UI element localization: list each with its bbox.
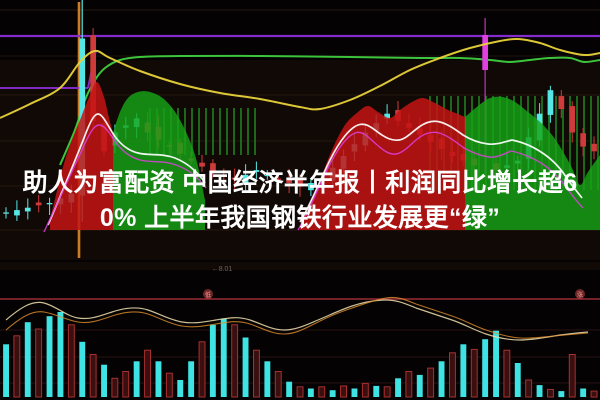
svg-text:←8.01: ←8.01 xyxy=(212,266,233,273)
svg-text:低: 低 xyxy=(205,291,211,299)
svg-text:涨: 涨 xyxy=(577,291,583,299)
